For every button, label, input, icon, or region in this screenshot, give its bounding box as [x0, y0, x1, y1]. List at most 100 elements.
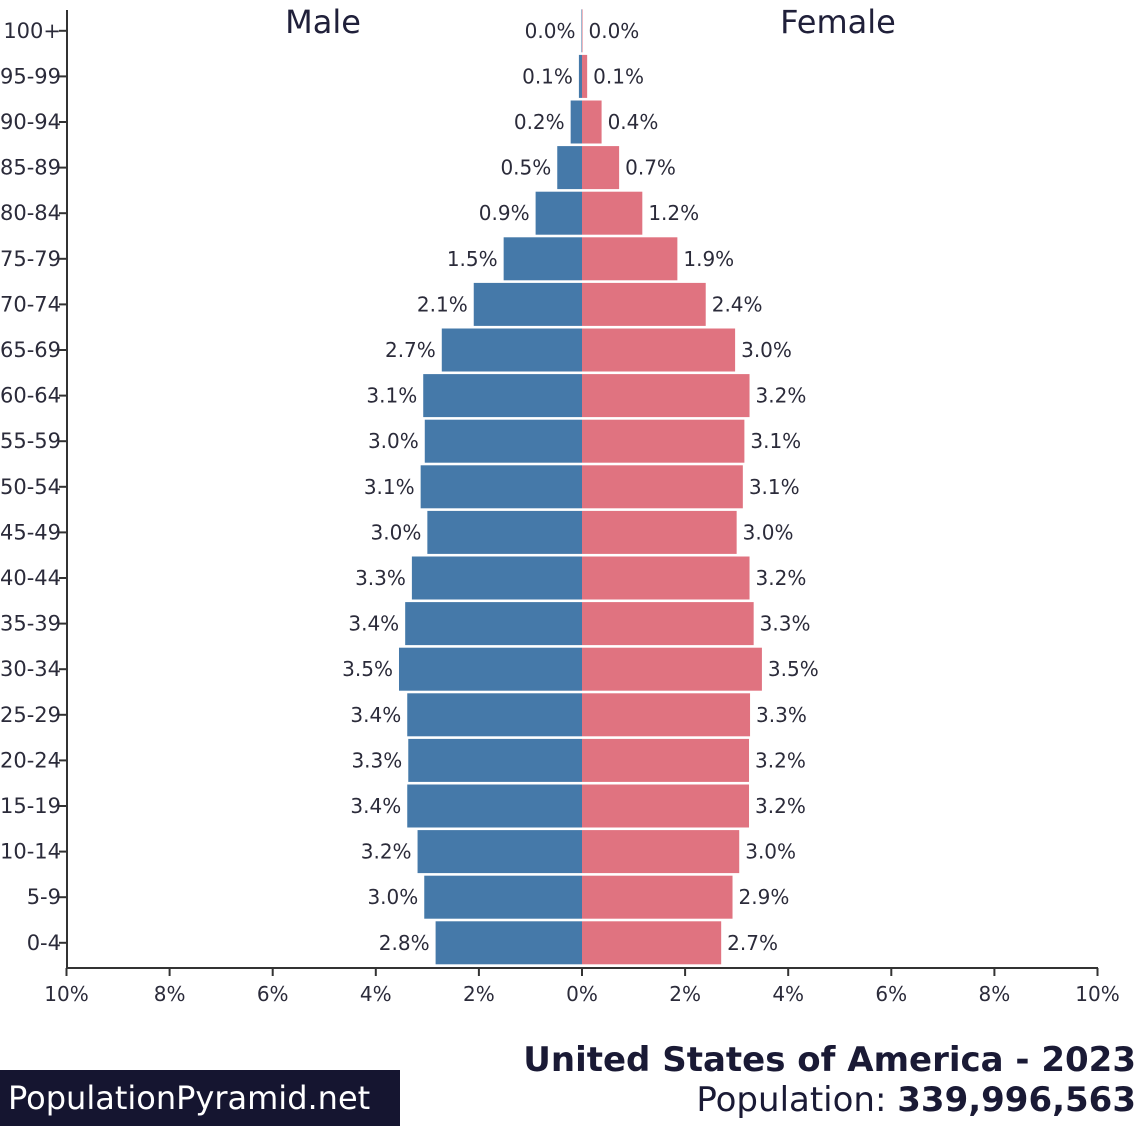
- bar-male-45-49: [427, 510, 582, 554]
- age-label-40-44: 40-44: [0, 566, 61, 590]
- bar-female-75-79: [582, 237, 678, 281]
- age-label-60-64: 60-64: [0, 384, 61, 408]
- value-label-female-50-54: 3.1%: [749, 475, 800, 499]
- value-label-male-25-29: 3.4%: [350, 703, 401, 727]
- age-label-70-74: 70-74: [0, 292, 61, 316]
- bar-female-100+: [582, 9, 583, 53]
- x-tick-label: 4%: [360, 982, 392, 1006]
- age-label-90-94: 90-94: [0, 110, 61, 134]
- bar-female-85-89: [582, 146, 620, 190]
- value-label-male-20-24: 3.3%: [351, 748, 402, 772]
- bar-male-10-14: [417, 830, 582, 874]
- bar-female-55-59: [582, 419, 745, 463]
- bar-male-0-4: [435, 921, 582, 965]
- age-label-15-19: 15-19: [0, 794, 61, 818]
- bar-male-50-54: [420, 465, 582, 509]
- bar-female-65-69: [582, 328, 736, 372]
- value-label-male-50-54: 3.1%: [364, 475, 415, 499]
- bar-female-5-9: [582, 875, 733, 919]
- bar-male-100+: [581, 9, 582, 53]
- age-label-75-79: 75-79: [0, 247, 61, 271]
- bar-male-70-74: [473, 282, 582, 326]
- bar-male-35-39: [405, 602, 582, 646]
- age-label-100+: 100+: [3, 19, 61, 43]
- value-label-male-80-84: 0.9%: [479, 201, 530, 225]
- value-label-male-35-39: 3.4%: [348, 612, 399, 636]
- bar-female-25-29: [582, 693, 751, 737]
- value-label-male-15-19: 3.4%: [350, 794, 401, 818]
- age-label-85-89: 85-89: [0, 156, 61, 180]
- bar-male-60-64: [423, 374, 582, 418]
- value-label-male-85-89: 0.5%: [500, 156, 551, 180]
- value-label-female-70-74: 2.4%: [712, 292, 763, 316]
- bar-male-95-99: [578, 54, 582, 98]
- value-label-male-55-59: 3.0%: [368, 429, 419, 453]
- age-label-5-9: 5-9: [27, 885, 61, 909]
- brand-logo[interactable]: PopulationPyramid.net: [0, 1070, 400, 1126]
- age-label-50-54: 50-54: [0, 475, 61, 499]
- bar-male-40-44: [411, 556, 582, 600]
- value-label-male-30-34: 3.5%: [342, 657, 393, 681]
- bar-female-10-14: [582, 830, 740, 874]
- x-tick-label: 0%: [566, 982, 598, 1006]
- bar-female-90-94: [582, 100, 602, 144]
- x-tick-label: 6%: [257, 982, 289, 1006]
- value-label-male-5-9: 3.0%: [367, 885, 418, 909]
- value-label-female-75-79: 1.9%: [683, 247, 734, 271]
- value-label-female-45-49: 3.0%: [743, 520, 794, 544]
- value-label-male-10-14: 3.2%: [361, 840, 412, 864]
- value-label-female-60-64: 3.2%: [756, 384, 807, 408]
- x-tick-label: 2%: [669, 982, 701, 1006]
- x-tick-label: 2%: [463, 982, 495, 1006]
- age-label-55-59: 55-59: [0, 429, 61, 453]
- age-label-10-14: 10-14: [0, 840, 61, 864]
- value-label-male-100+: 0.0%: [525, 19, 576, 43]
- value-label-male-60-64: 3.1%: [366, 384, 417, 408]
- bar-female-20-24: [582, 738, 750, 782]
- bar-male-5-9: [424, 875, 582, 919]
- bar-female-30-34: [582, 647, 762, 691]
- bar-male-75-79: [503, 237, 582, 281]
- value-label-female-5-9: 2.9%: [739, 885, 790, 909]
- bar-female-40-44: [582, 556, 750, 600]
- value-label-male-75-79: 1.5%: [447, 247, 498, 271]
- value-label-male-0-4: 2.8%: [379, 931, 430, 955]
- bar-male-15-19: [407, 784, 582, 828]
- population-label: Population:: [696, 1080, 898, 1120]
- value-label-female-55-59: 3.1%: [750, 429, 801, 453]
- bar-male-85-89: [557, 146, 582, 190]
- x-tick-label: 4%: [772, 982, 804, 1006]
- x-tick-label: 8%: [979, 982, 1011, 1006]
- value-label-female-65-69: 3.0%: [741, 338, 792, 362]
- value-label-male-70-74: 2.1%: [417, 292, 468, 316]
- value-label-female-15-19: 3.2%: [755, 794, 806, 818]
- value-label-female-0-4: 2.7%: [727, 931, 778, 955]
- bar-female-60-64: [582, 374, 750, 418]
- age-label-25-29: 25-29: [0, 703, 61, 727]
- value-label-female-10-14: 3.0%: [745, 840, 796, 864]
- value-label-female-100+: 0.0%: [589, 19, 640, 43]
- value-label-female-85-89: 0.7%: [625, 156, 676, 180]
- value-label-male-40-44: 3.3%: [355, 566, 406, 590]
- bar-female-95-99: [582, 54, 588, 98]
- bar-male-55-59: [424, 419, 582, 463]
- bar-male-25-29: [407, 693, 582, 737]
- age-label-80-84: 80-84: [0, 201, 61, 225]
- value-label-female-35-39: 3.3%: [760, 612, 811, 636]
- age-label-45-49: 45-49: [0, 520, 61, 544]
- population-value: 339,996,563: [897, 1080, 1136, 1120]
- age-label-30-34: 30-34: [0, 657, 61, 681]
- age-label-20-24: 20-24: [0, 748, 61, 772]
- value-label-female-80-84: 1.2%: [648, 201, 699, 225]
- bar-male-80-84: [535, 191, 582, 235]
- age-label-65-69: 65-69: [0, 338, 61, 362]
- value-label-male-45-49: 3.0%: [371, 520, 422, 544]
- series-title-male: Male: [285, 3, 361, 41]
- x-tick-label: 10%: [1075, 982, 1119, 1006]
- bar-female-70-74: [582, 282, 706, 326]
- bar-female-35-39: [582, 602, 754, 646]
- value-label-male-65-69: 2.7%: [385, 338, 436, 362]
- value-label-male-95-99: 0.1%: [522, 64, 573, 88]
- bar-male-65-69: [441, 328, 582, 372]
